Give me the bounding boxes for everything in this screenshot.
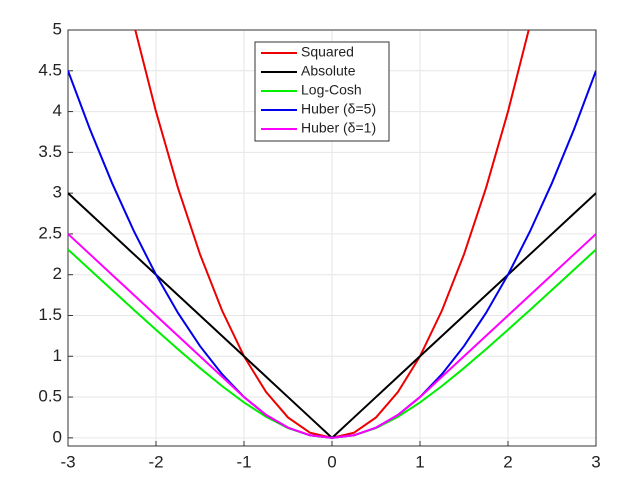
y-tick-label: 2 (53, 264, 62, 283)
legend: Squared Absolute Log-Cosh Huber (δ=5) Huber … (254, 41, 390, 142)
x-tick-label: 2 (503, 452, 512, 471)
y-tick-label: 1 (53, 346, 62, 365)
y-tick-label: 2.5 (38, 223, 62, 242)
y-tick-label: 0 (53, 427, 62, 446)
legend-label: Huber (δ=5) (301, 101, 376, 117)
legend-label: Absolute (301, 63, 356, 79)
legend-label: Squared (301, 44, 354, 60)
x-tick-label: 0 (327, 452, 336, 471)
axes-box (67, 29, 597, 447)
legend-label: Log-Cosh (301, 82, 362, 98)
x-tick-label: -2 (148, 452, 163, 471)
y-tick-label: 1.5 (38, 305, 62, 324)
y-tick-label: 4.5 (38, 60, 62, 79)
legend-label: Huber (δ=1) (301, 120, 376, 136)
line (68, 233, 596, 439)
x-tick-label: 3 (591, 452, 600, 471)
y-tick-label: 3.5 (38, 142, 62, 161)
y-tick-label: 3 (53, 183, 62, 202)
y-tick-label: 0.5 (38, 387, 62, 406)
y-tick-label: 4 (53, 101, 62, 120)
x-tick-label: 1 (415, 452, 424, 471)
y-tick-label: 5 (53, 19, 62, 38)
x-tick-label: -1 (236, 452, 251, 471)
plot-lines (68, 30, 596, 440)
x-tick-label: -3 (60, 452, 75, 471)
